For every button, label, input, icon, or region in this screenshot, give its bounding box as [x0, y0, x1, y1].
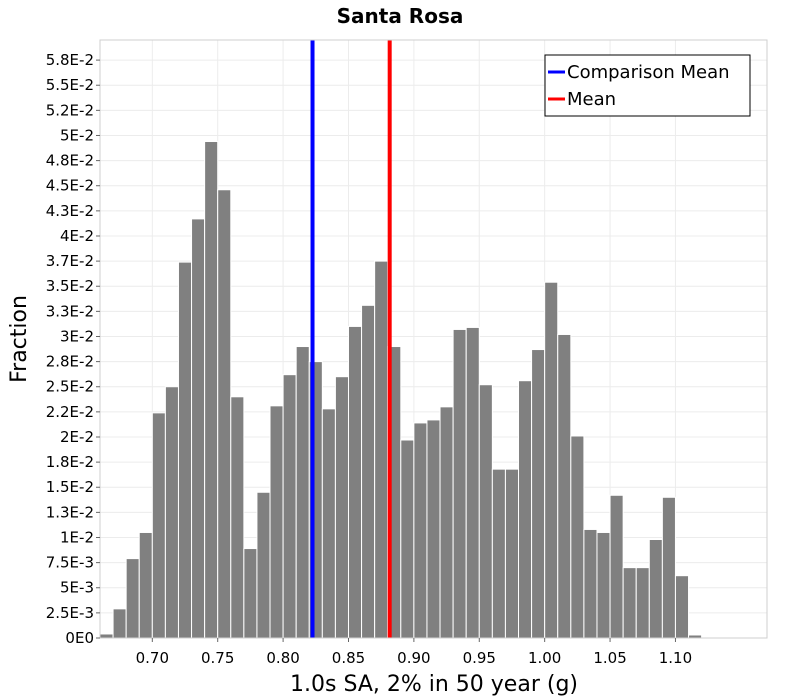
histogram-bar — [648, 539, 663, 639]
histogram-bar — [295, 346, 310, 639]
histogram-bar — [504, 468, 520, 639]
x-tick-label: 0.75 — [201, 649, 234, 667]
histogram-bar — [439, 406, 454, 639]
y-tick-label: 7.5E-3 — [46, 554, 94, 572]
x-tick-label: 1.10 — [659, 649, 692, 667]
histogram-bar — [583, 528, 598, 639]
histogram-bar — [413, 422, 428, 639]
histogram-bar — [282, 374, 297, 639]
y-tick-label: 3.5E-2 — [46, 277, 94, 295]
chart-title: Santa Rosa — [337, 4, 464, 28]
histogram-bar — [191, 218, 206, 639]
histogram-bar — [204, 141, 219, 639]
histogram-bar — [230, 396, 245, 639]
histogram-bar — [151, 412, 166, 639]
histogram-bar — [400, 439, 415, 639]
histogram-bar — [661, 496, 676, 639]
histogram-bar — [622, 567, 637, 639]
histogram-bar — [361, 304, 376, 639]
histogram-bar — [374, 260, 389, 639]
histogram-bar — [347, 325, 363, 639]
y-tick-label: 4.8E-2 — [46, 152, 94, 170]
plot-frame — [99, 39, 768, 639]
x-tick-label: 0.95 — [463, 649, 496, 667]
y-tick-label: 5.5E-2 — [46, 76, 94, 94]
histogram-bar — [635, 567, 650, 639]
histogram-bar — [125, 558, 140, 639]
y-tick-label: 2.5E-3 — [46, 604, 94, 622]
y-tick-label: 1.3E-2 — [46, 503, 94, 521]
y-tick-label: 2.8E-2 — [46, 353, 94, 371]
histogram-bar — [674, 575, 690, 639]
histogram-bar — [164, 386, 179, 639]
histogram-bar — [596, 531, 611, 639]
histogram-bar — [452, 328, 467, 639]
y-tick-label: 3.7E-2 — [46, 252, 94, 270]
x-tick-label: 1.05 — [593, 649, 626, 667]
y-tick-label: 4E-2 — [60, 227, 94, 245]
legend-box — [544, 54, 751, 117]
histogram-bar — [138, 531, 153, 639]
histogram-bar — [531, 349, 546, 639]
y-tick-label: 5E-2 — [60, 126, 94, 144]
histogram-bar — [518, 380, 533, 639]
y-tick-label: 1E-2 — [60, 528, 94, 546]
y-tick-label: 1.8E-2 — [46, 453, 94, 471]
y-tick-label: 4.3E-2 — [46, 202, 94, 220]
histogram-bar — [478, 384, 493, 639]
y-tick-label: 2E-2 — [60, 428, 94, 446]
y-axis-label: Fraction — [7, 295, 32, 383]
y-tick-label: 5.2E-2 — [46, 101, 94, 119]
histogram-bar — [177, 261, 193, 639]
histogram-bar — [321, 408, 336, 639]
legend: Comparison Mean Mean — [544, 54, 751, 117]
x-tick-label: 0.85 — [332, 649, 365, 667]
y-tick-label: 5.8E-2 — [46, 51, 94, 69]
y-tick-label: 1.5E-2 — [46, 478, 94, 496]
x-axis-ticks: 0.70 0.75 0.80 0.85 0.90 0.95 1.00 1.05 1.10 — [136, 638, 692, 667]
histogram-bar — [609, 494, 624, 639]
y-tick-label: 2.5E-2 — [46, 378, 94, 396]
y-axis-ticks: 0E0 2.5E-3 5E-3 7.5E-3 1E-2 1.3E-2 1.5E-2 1.8E-… — [46, 51, 100, 647]
mean-lines-layer — [310, 40, 392, 638]
histogram-bar — [112, 608, 127, 639]
histogram-bar — [491, 468, 506, 639]
x-tick-label: 0.80 — [266, 649, 299, 667]
histogram-bar — [544, 281, 559, 639]
histogram-bar — [217, 189, 232, 639]
y-tick-label: 3.3E-2 — [46, 302, 94, 320]
y-tick-label: 2.2E-2 — [46, 403, 94, 421]
legend-label-mean: Mean — [567, 89, 616, 110]
histogram-bar — [99, 633, 114, 639]
histogram-bar — [557, 333, 572, 639]
y-tick-label: 4.5E-2 — [46, 177, 94, 195]
histogram-bar — [269, 405, 284, 639]
y-tick-label: 5E-3 — [60, 579, 94, 597]
histogram-bar — [465, 326, 480, 639]
histogram-bar — [426, 419, 441, 639]
legend-label-comparison-mean: Comparison Mean — [567, 62, 730, 83]
x-tick-label: 0.90 — [397, 649, 430, 667]
x-tick-label: 1.00 — [528, 649, 561, 667]
y-tick-label: 0E0 — [65, 629, 94, 647]
x-tick-label: 0.70 — [136, 649, 169, 667]
x-axis-label: 1.0s SA, 2% in 50 year (g) — [290, 672, 578, 697]
histogram-bar — [570, 435, 585, 639]
histogram-bar — [256, 491, 271, 639]
histogram-bar — [334, 376, 349, 639]
histogram-bar — [243, 548, 258, 639]
bars-layer — [99, 141, 703, 639]
y-tick-label: 3E-2 — [60, 327, 94, 345]
